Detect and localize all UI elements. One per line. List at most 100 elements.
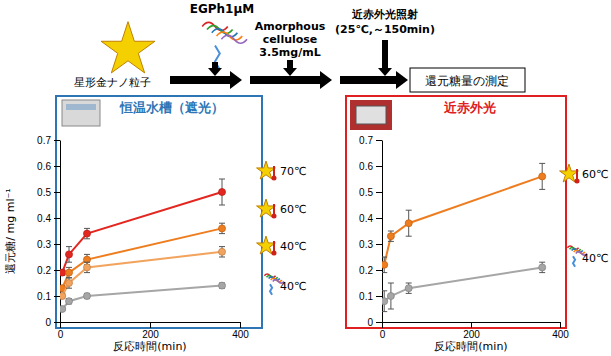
data-point — [539, 264, 546, 271]
data-point — [382, 298, 388, 305]
arrow-head — [230, 71, 242, 89]
arrow-head — [378, 68, 392, 76]
thermometer-icon — [576, 169, 578, 180]
error-bar — [60, 293, 65, 298]
series-label: 40℃ — [280, 280, 306, 293]
error-bar — [388, 231, 394, 241]
protein-icon — [573, 256, 575, 267]
x-tick-label: 200 — [463, 329, 480, 340]
y-tick-mark — [376, 140, 382, 141]
thermometer-icon — [273, 241, 275, 252]
data-point — [66, 280, 73, 287]
y-tick-label: 0.2 — [359, 265, 373, 276]
chart: 恒温水槽（遮光）020040000.10.20.30.40.50.60.7反応時… — [4, 96, 306, 353]
irradiation-label: 近赤外光照射 — [351, 8, 418, 21]
series-line — [384, 176, 542, 264]
y-tick-label: 0.2 — [37, 265, 51, 276]
series-label: 70℃ — [280, 165, 306, 178]
arrow-shaft — [212, 62, 218, 69]
nanoparticle-icon — [101, 22, 155, 73]
data-point — [60, 306, 66, 313]
y-tick-label: 0.7 — [37, 135, 51, 146]
data-point — [66, 269, 73, 276]
lamp-icon — [350, 100, 392, 130]
y-tick: 0.3 — [359, 239, 382, 250]
protein-icon — [221, 35, 247, 43]
x-tick-mark — [471, 322, 472, 328]
x-tick: 400 — [552, 322, 569, 340]
data-point — [219, 189, 226, 196]
x-axis: 0 200 400 — [58, 322, 250, 340]
thermometer-icon — [272, 214, 277, 219]
series-label: 60℃ — [582, 168, 608, 181]
error-bar — [539, 262, 545, 272]
water-bath-icon — [66, 104, 96, 110]
y-tick-mark — [54, 218, 60, 219]
data-point — [405, 220, 412, 227]
y-tick: 0 — [45, 317, 60, 328]
error-bar — [219, 283, 225, 288]
x-tick: 0 — [58, 322, 64, 340]
data-point — [60, 269, 66, 276]
thermometer-icon — [273, 166, 275, 177]
chart: 近赤外光020040000.10.20.30.40.50.60.7反応時間(mi… — [346, 96, 608, 353]
error-bar — [406, 283, 412, 293]
y-tick-mark — [54, 192, 60, 193]
x-tick-label: 200 — [142, 329, 159, 340]
y-tick-label: 0.3 — [359, 239, 373, 250]
arrow-shaft — [250, 76, 322, 84]
y-tick: 0.3 — [37, 239, 60, 250]
y-tick: 0.7 — [37, 135, 60, 146]
series-label: 40℃ — [280, 240, 306, 253]
x-tick-mark — [560, 322, 561, 328]
lamp-icon — [356, 106, 386, 124]
series-label: 40℃ — [582, 252, 608, 265]
error-bar — [382, 291, 387, 312]
y-tick: 0.5 — [37, 187, 60, 198]
y-tick-label: 0.6 — [359, 161, 373, 172]
error-bar — [219, 247, 225, 257]
thermometer-icon — [272, 251, 277, 256]
x-tick-mark — [60, 322, 61, 328]
arrow-head — [283, 68, 297, 76]
y-tick-label: 0.5 — [37, 187, 51, 198]
error-bar — [539, 163, 545, 189]
data-point — [219, 225, 226, 232]
x-axis-label: 反応時間(min) — [434, 340, 507, 353]
y-tick-label: 0.1 — [37, 291, 51, 302]
data-point — [382, 261, 388, 268]
error-bar — [66, 267, 72, 277]
data-point — [219, 282, 226, 289]
x-tick-mark — [382, 322, 383, 328]
y-tick-label: 0.6 — [37, 161, 51, 172]
series-line — [384, 267, 542, 301]
y-tick: 0.1 — [359, 291, 382, 302]
arrow-shaft — [287, 60, 293, 69]
x-tick-label: 0 — [58, 329, 64, 340]
x-tick-label: 0 — [380, 329, 386, 340]
data-point — [405, 285, 412, 292]
error-bar — [406, 210, 412, 236]
flow-diagram: 星形金ナノ粒子EGPh1μMAmorphouscellulose3.5mg/mL… — [74, 2, 526, 92]
x-tick-mark — [240, 322, 241, 328]
chart-title: 恒温水槽（遮光） — [119, 100, 224, 115]
error-bar — [388, 283, 394, 309]
data-point — [60, 293, 66, 300]
water-bath-icon — [62, 100, 100, 126]
y-tick: 0.7 — [359, 135, 382, 146]
panel-frame — [56, 96, 262, 328]
y-tick-mark — [54, 140, 60, 141]
series-line — [62, 252, 222, 296]
y-tick-mark — [376, 218, 382, 219]
error-bar — [66, 299, 72, 304]
irradiation-label: (25℃,～150min) — [335, 23, 435, 36]
figure: 星形金ナノ粒子EGPh1μMAmorphouscellulose3.5mg/mL… — [0, 0, 611, 356]
y-tick: 0.5 — [359, 187, 382, 198]
enzyme-label: EGPh1μM — [190, 2, 255, 16]
y-tick-mark — [376, 296, 382, 297]
x-tick: 400 — [232, 322, 249, 340]
y-tick-label: 0.5 — [359, 187, 373, 198]
y-axis: 0 0.1 0.2 0.3 0.4 0.5 0.6 0.7 — [37, 135, 60, 328]
panel-frame — [346, 96, 566, 328]
y-tick-label: 0.4 — [37, 213, 51, 224]
